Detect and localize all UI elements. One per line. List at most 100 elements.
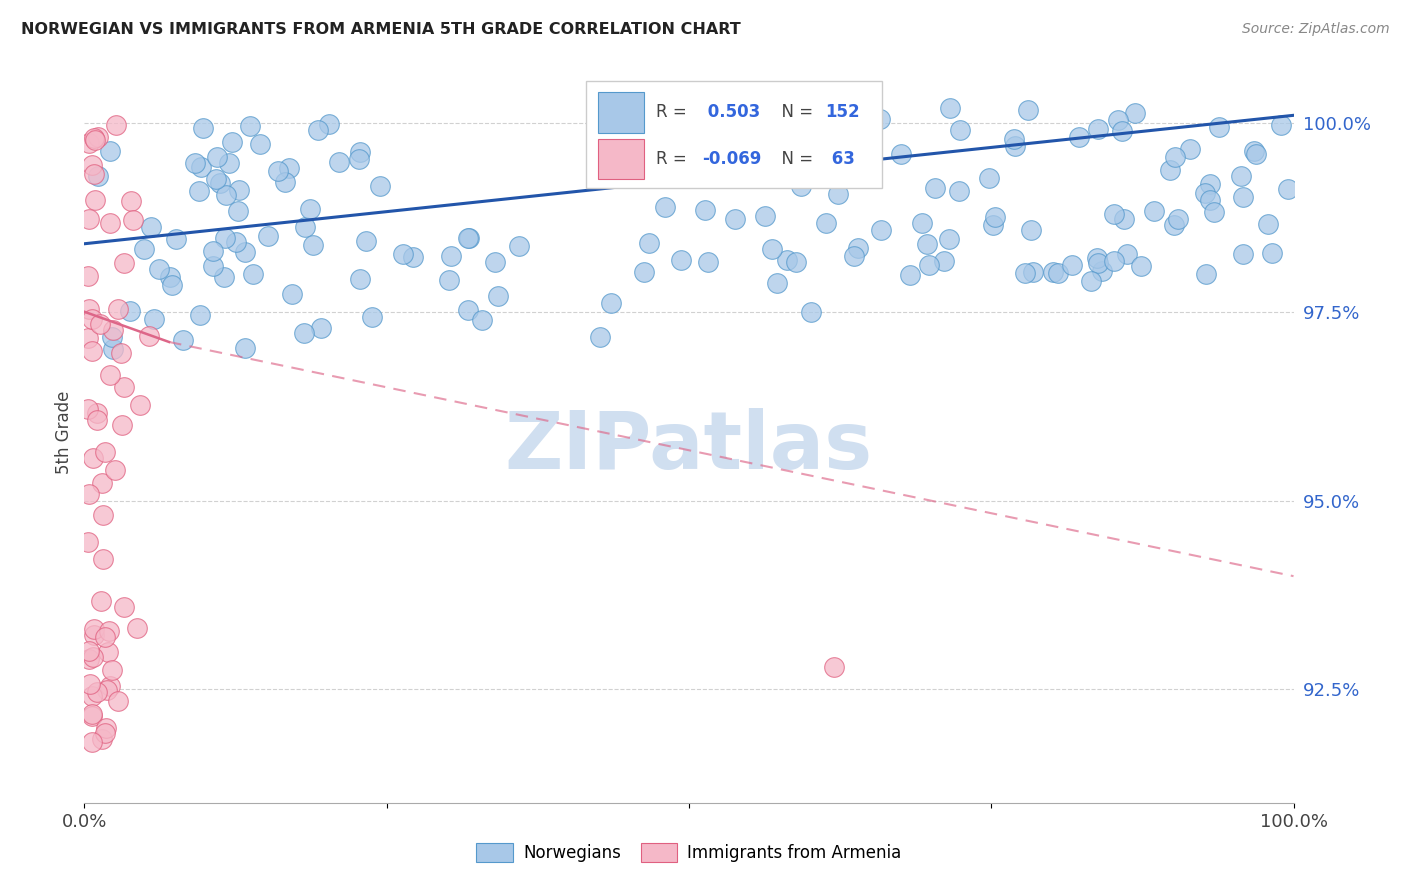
Point (82, 707, 104, 722)
Point (80, 158, 103, 172)
Point (311, 321, 333, 335)
Point (1017, 103, 1039, 118)
Point (187, 185, 209, 199)
Point (110, 346, 132, 360)
Point (818, 107, 841, 121)
Point (80, 689, 103, 703)
Point (1107, 112, 1129, 127)
Point (190, 161, 212, 175)
Point (368, 179, 391, 194)
Point (915, 237, 938, 252)
Point (100, 368, 122, 382)
Point (637, 235, 659, 250)
Point (94, 722, 117, 736)
Point (120, 194, 142, 208)
Point (890, 147, 912, 161)
Point (846, 129, 869, 144)
Point (172, 333, 194, 347)
Point (202, 244, 225, 258)
Point (280, 287, 302, 301)
Point (80, 735, 103, 749)
Point (148, 262, 170, 277)
Point (1257, 218, 1279, 232)
Point (112, 380, 135, 394)
Point (846, 241, 869, 255)
Text: 63: 63 (825, 150, 855, 168)
Point (1202, 205, 1225, 219)
Point (948, 184, 970, 198)
Point (697, 255, 720, 269)
Point (440, 249, 463, 263)
Point (107, 301, 129, 316)
Point (1085, 251, 1108, 265)
Point (83, 131, 105, 145)
Point (104, 463, 127, 477)
Point (93, 552, 115, 566)
Point (98, 144, 121, 158)
Point (193, 121, 215, 136)
Point (77, 136, 100, 150)
Point (83, 622, 105, 636)
Point (94, 725, 117, 739)
Text: 152: 152 (825, 103, 860, 121)
Point (267, 164, 290, 178)
Point (766, 276, 789, 290)
Point (918, 259, 941, 273)
Point (214, 231, 236, 245)
Point (776, 253, 799, 268)
Point (98, 624, 121, 638)
Point (402, 251, 425, 265)
Point (82, 709, 104, 723)
Point (77, 535, 100, 549)
Point (1163, 218, 1185, 232)
Point (132, 243, 155, 257)
Point (471, 313, 494, 327)
Point (79, 644, 101, 658)
Point (785, 255, 807, 269)
Point (1087, 122, 1109, 136)
Point (307, 122, 329, 136)
Point (228, 203, 250, 218)
Point (86, 684, 108, 698)
Text: N =: N = (770, 150, 818, 168)
FancyBboxPatch shape (586, 81, 883, 188)
Text: Source: ZipAtlas.com: Source: ZipAtlas.com (1241, 22, 1389, 37)
Point (1042, 265, 1064, 279)
Point (83, 193, 105, 207)
Point (228, 183, 250, 197)
Point (828, 120, 851, 134)
Text: ZIPatlas: ZIPatlas (505, 409, 873, 486)
Point (1062, 258, 1084, 272)
Point (90, 731, 112, 746)
Point (1087, 256, 1109, 270)
Point (91, 508, 114, 523)
Point (723, 211, 745, 226)
Point (695, 202, 717, 217)
Point (939, 101, 962, 115)
Point (851, 119, 873, 133)
Point (823, 660, 845, 674)
Point (1232, 190, 1254, 204)
Point (1014, 266, 1036, 280)
Point (844, 249, 866, 263)
Y-axis label: 5th Grade: 5th Grade (55, 391, 73, 475)
Point (1244, 147, 1267, 161)
Point (1019, 222, 1042, 236)
Point (1111, 123, 1133, 137)
Point (96, 683, 118, 698)
Point (1104, 254, 1126, 268)
Legend: Norwegians, Immigrants from Armenia: Norwegians, Immigrants from Armenia (470, 836, 908, 869)
Point (139, 220, 162, 235)
Point (233, 341, 256, 355)
Point (214, 270, 236, 285)
Point (257, 228, 280, 243)
Point (129, 398, 152, 412)
Point (83, 167, 105, 181)
Point (669, 253, 692, 268)
Point (949, 123, 972, 137)
Point (209, 177, 232, 191)
Point (1123, 106, 1146, 120)
Point (77, 269, 100, 284)
Point (1002, 131, 1025, 145)
Point (82, 650, 104, 665)
